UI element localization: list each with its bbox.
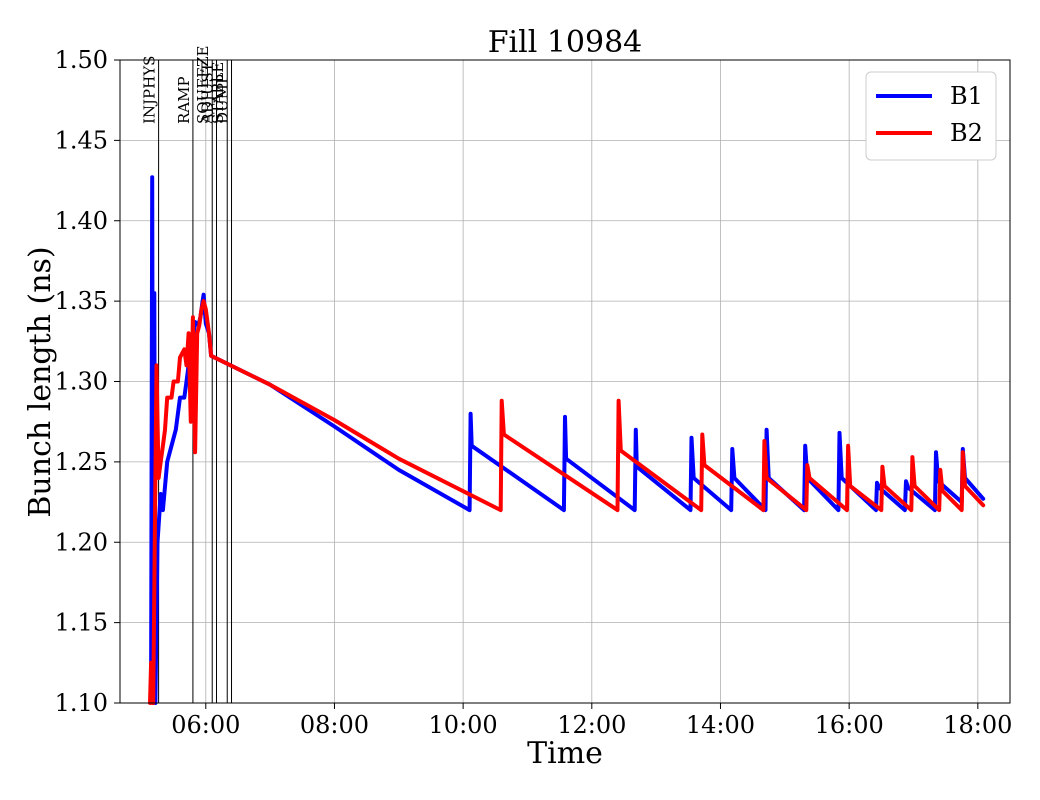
phase-label-injphys: INJPHYS	[141, 56, 159, 124]
y-tick-label: 1.40	[55, 207, 108, 235]
phase-label-squeeze: SQUEEZE	[194, 46, 212, 124]
phase-label-dump: DUMP	[214, 74, 232, 124]
y-axis-label: Bunch length (ns)	[23, 246, 58, 517]
legend-label-b2: B2	[950, 119, 983, 147]
x-tick-label: 18:00	[943, 711, 1012, 739]
phase-label-ramp: RAMP	[175, 76, 193, 124]
y-tick-label: 1.15	[55, 609, 108, 637]
x-tick-label: 14:00	[686, 711, 755, 739]
y-tick-label: 1.45	[55, 126, 108, 154]
x-tick-label: 16:00	[815, 711, 884, 739]
chart-title: Fill 10984	[488, 25, 643, 60]
x-tick-label: 08:00	[300, 711, 369, 739]
y-tick-label: 1.10	[55, 689, 108, 717]
y-tick-label: 1.35	[55, 287, 108, 315]
series-line-b2	[148, 299, 986, 705]
y-tick-label: 1.20	[55, 528, 108, 556]
legend: B1 B2	[865, 71, 997, 161]
x-tick-label: 12:00	[557, 711, 626, 739]
series-line-b1	[149, 175, 986, 705]
phase-label-adjust: ADJUST	[199, 62, 217, 125]
grid-layer	[120, 59, 1010, 704]
series-layer	[148, 175, 986, 705]
tick-layer: 06:00 08:00 10:00 12:00 14:00 16:00 18:00 1.10 1…	[55, 46, 1013, 739]
y-tick-label: 1.50	[55, 46, 108, 74]
y-tick-label: 1.25	[55, 448, 108, 476]
phase-label-stable: STABLE	[209, 62, 227, 124]
x-tick-label: 06:00	[171, 711, 240, 739]
legend-label-b1: B1	[950, 82, 983, 110]
x-tick-label: 10:00	[429, 711, 498, 739]
y-tick-label: 1.30	[55, 368, 108, 396]
x-axis-label: Time	[527, 736, 603, 771]
